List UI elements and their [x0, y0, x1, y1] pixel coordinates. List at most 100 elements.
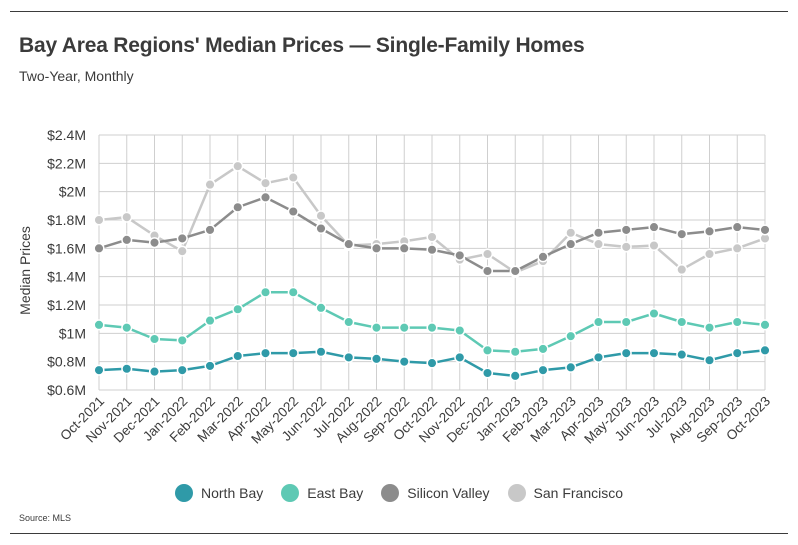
legend-marker [381, 484, 400, 502]
data-point-east-bay [370, 322, 383, 334]
y-tick-label: $0.6M [47, 382, 86, 398]
data-point-north-bay [537, 364, 549, 376]
data-point-silicon-valley [759, 224, 771, 236]
data-point-east-bay [537, 343, 549, 355]
data-point-silicon-valley [620, 224, 632, 236]
data-point-north-bay [343, 351, 355, 363]
y-tick-label: $2.4M [47, 127, 86, 143]
data-point-north-bay [454, 351, 466, 363]
y-tick-label: $1.6M [47, 240, 86, 256]
chart-subtitle: Two-Year, Monthly [19, 68, 134, 84]
data-point-east-bay [509, 346, 521, 358]
data-point-north-bay [176, 364, 188, 376]
data-point-san-francisco [648, 239, 660, 252]
data-point-silicon-valley [232, 201, 244, 213]
data-point-silicon-valley [481, 265, 494, 277]
legend-label: Silicon Valley [407, 485, 490, 501]
legend-label: East Bay [307, 485, 364, 501]
data-point-north-bay [232, 350, 244, 362]
data-point-east-bay [176, 334, 188, 346]
data-point-east-bay [398, 322, 410, 334]
data-point-north-bay [259, 347, 272, 359]
data-point-east-bay [731, 316, 743, 328]
data-point-silicon-valley [703, 225, 716, 237]
data-point-san-francisco [93, 214, 105, 226]
data-point-east-bay [148, 333, 161, 345]
data-point-silicon-valley [259, 191, 272, 203]
data-point-san-francisco [315, 210, 327, 222]
data-point-silicon-valley [343, 238, 355, 250]
data-point-silicon-valley [509, 265, 521, 277]
legend-item: San Francisco [507, 484, 623, 502]
data-point-east-bay [93, 319, 105, 331]
data-point-east-bay [259, 286, 272, 298]
legend-marker [507, 484, 526, 502]
data-point-east-bay [287, 286, 299, 298]
legend-item: Silicon Valley [381, 484, 490, 502]
data-point-san-francisco [703, 248, 716, 260]
data-point-silicon-valley [398, 242, 410, 254]
data-point-north-bay [148, 366, 161, 378]
data-point-north-bay [509, 370, 521, 382]
data-point-san-francisco [204, 179, 216, 191]
data-point-north-bay [592, 351, 605, 363]
data-point-north-bay [93, 364, 105, 376]
source-note: Source: MLS [19, 513, 72, 523]
data-point-silicon-valley [148, 237, 161, 249]
y-axis-label: Median Prices [17, 226, 33, 315]
y-tick-label: $1.4M [47, 269, 86, 285]
data-point-east-bay [676, 316, 688, 328]
data-point-east-bay [565, 330, 577, 342]
data-point-san-francisco [620, 241, 632, 253]
data-point-east-bay [343, 316, 355, 328]
data-point-north-bay [565, 361, 577, 373]
legend-item: East Bay [281, 484, 363, 502]
data-point-east-bay [620, 316, 632, 328]
legend-marker [175, 484, 193, 502]
data-point-silicon-valley [592, 227, 605, 239]
data-point-san-francisco [731, 242, 743, 254]
data-point-east-bay [481, 344, 494, 356]
top-rule [10, 11, 788, 12]
data-point-san-francisco [287, 171, 299, 184]
data-point-san-francisco [592, 238, 605, 250]
data-point-san-francisco [259, 177, 272, 189]
y-tick-label: $1M [59, 325, 86, 341]
bottom-rule [10, 533, 788, 534]
data-point-east-bay [204, 315, 216, 327]
data-point-north-bay [731, 347, 743, 359]
data-point-east-bay [703, 322, 716, 334]
data-point-silicon-valley [287, 205, 299, 218]
data-point-silicon-valley [454, 249, 466, 261]
data-point-north-bay [426, 357, 438, 369]
data-point-north-bay [398, 356, 410, 368]
data-point-north-bay [759, 344, 771, 356]
data-point-north-bay [370, 353, 383, 365]
legend-label: North Bay [201, 485, 264, 501]
data-point-east-bay [454, 324, 466, 337]
data-point-san-francisco [481, 248, 494, 260]
chart-title: Bay Area Regions' Median Prices — Single… [19, 34, 585, 57]
data-point-north-bay [315, 346, 327, 358]
data-point-north-bay [287, 347, 299, 359]
y-tick-label: $2M [59, 184, 86, 200]
data-point-san-francisco [676, 264, 688, 276]
data-point-east-bay [648, 307, 660, 320]
data-point-silicon-valley [426, 244, 438, 256]
data-point-east-bay [315, 302, 327, 314]
data-point-san-francisco [232, 160, 244, 172]
legend-marker [281, 484, 300, 502]
chart-legend: North Bay East Bay Silicon Valley San Franc… [0, 484, 798, 502]
data-point-silicon-valley [204, 224, 216, 236]
data-point-north-bay [121, 363, 133, 375]
y-tick-label: $2.2M [47, 155, 86, 171]
data-point-silicon-valley [176, 232, 188, 244]
data-point-north-bay [648, 347, 660, 359]
data-point-north-bay [204, 360, 216, 372]
data-point-silicon-valley [537, 251, 549, 263]
data-point-san-francisco [121, 211, 133, 223]
legend-label: San Francisco [533, 485, 623, 501]
y-tick-label: $1.8M [47, 212, 86, 228]
data-point-north-bay [676, 349, 688, 361]
